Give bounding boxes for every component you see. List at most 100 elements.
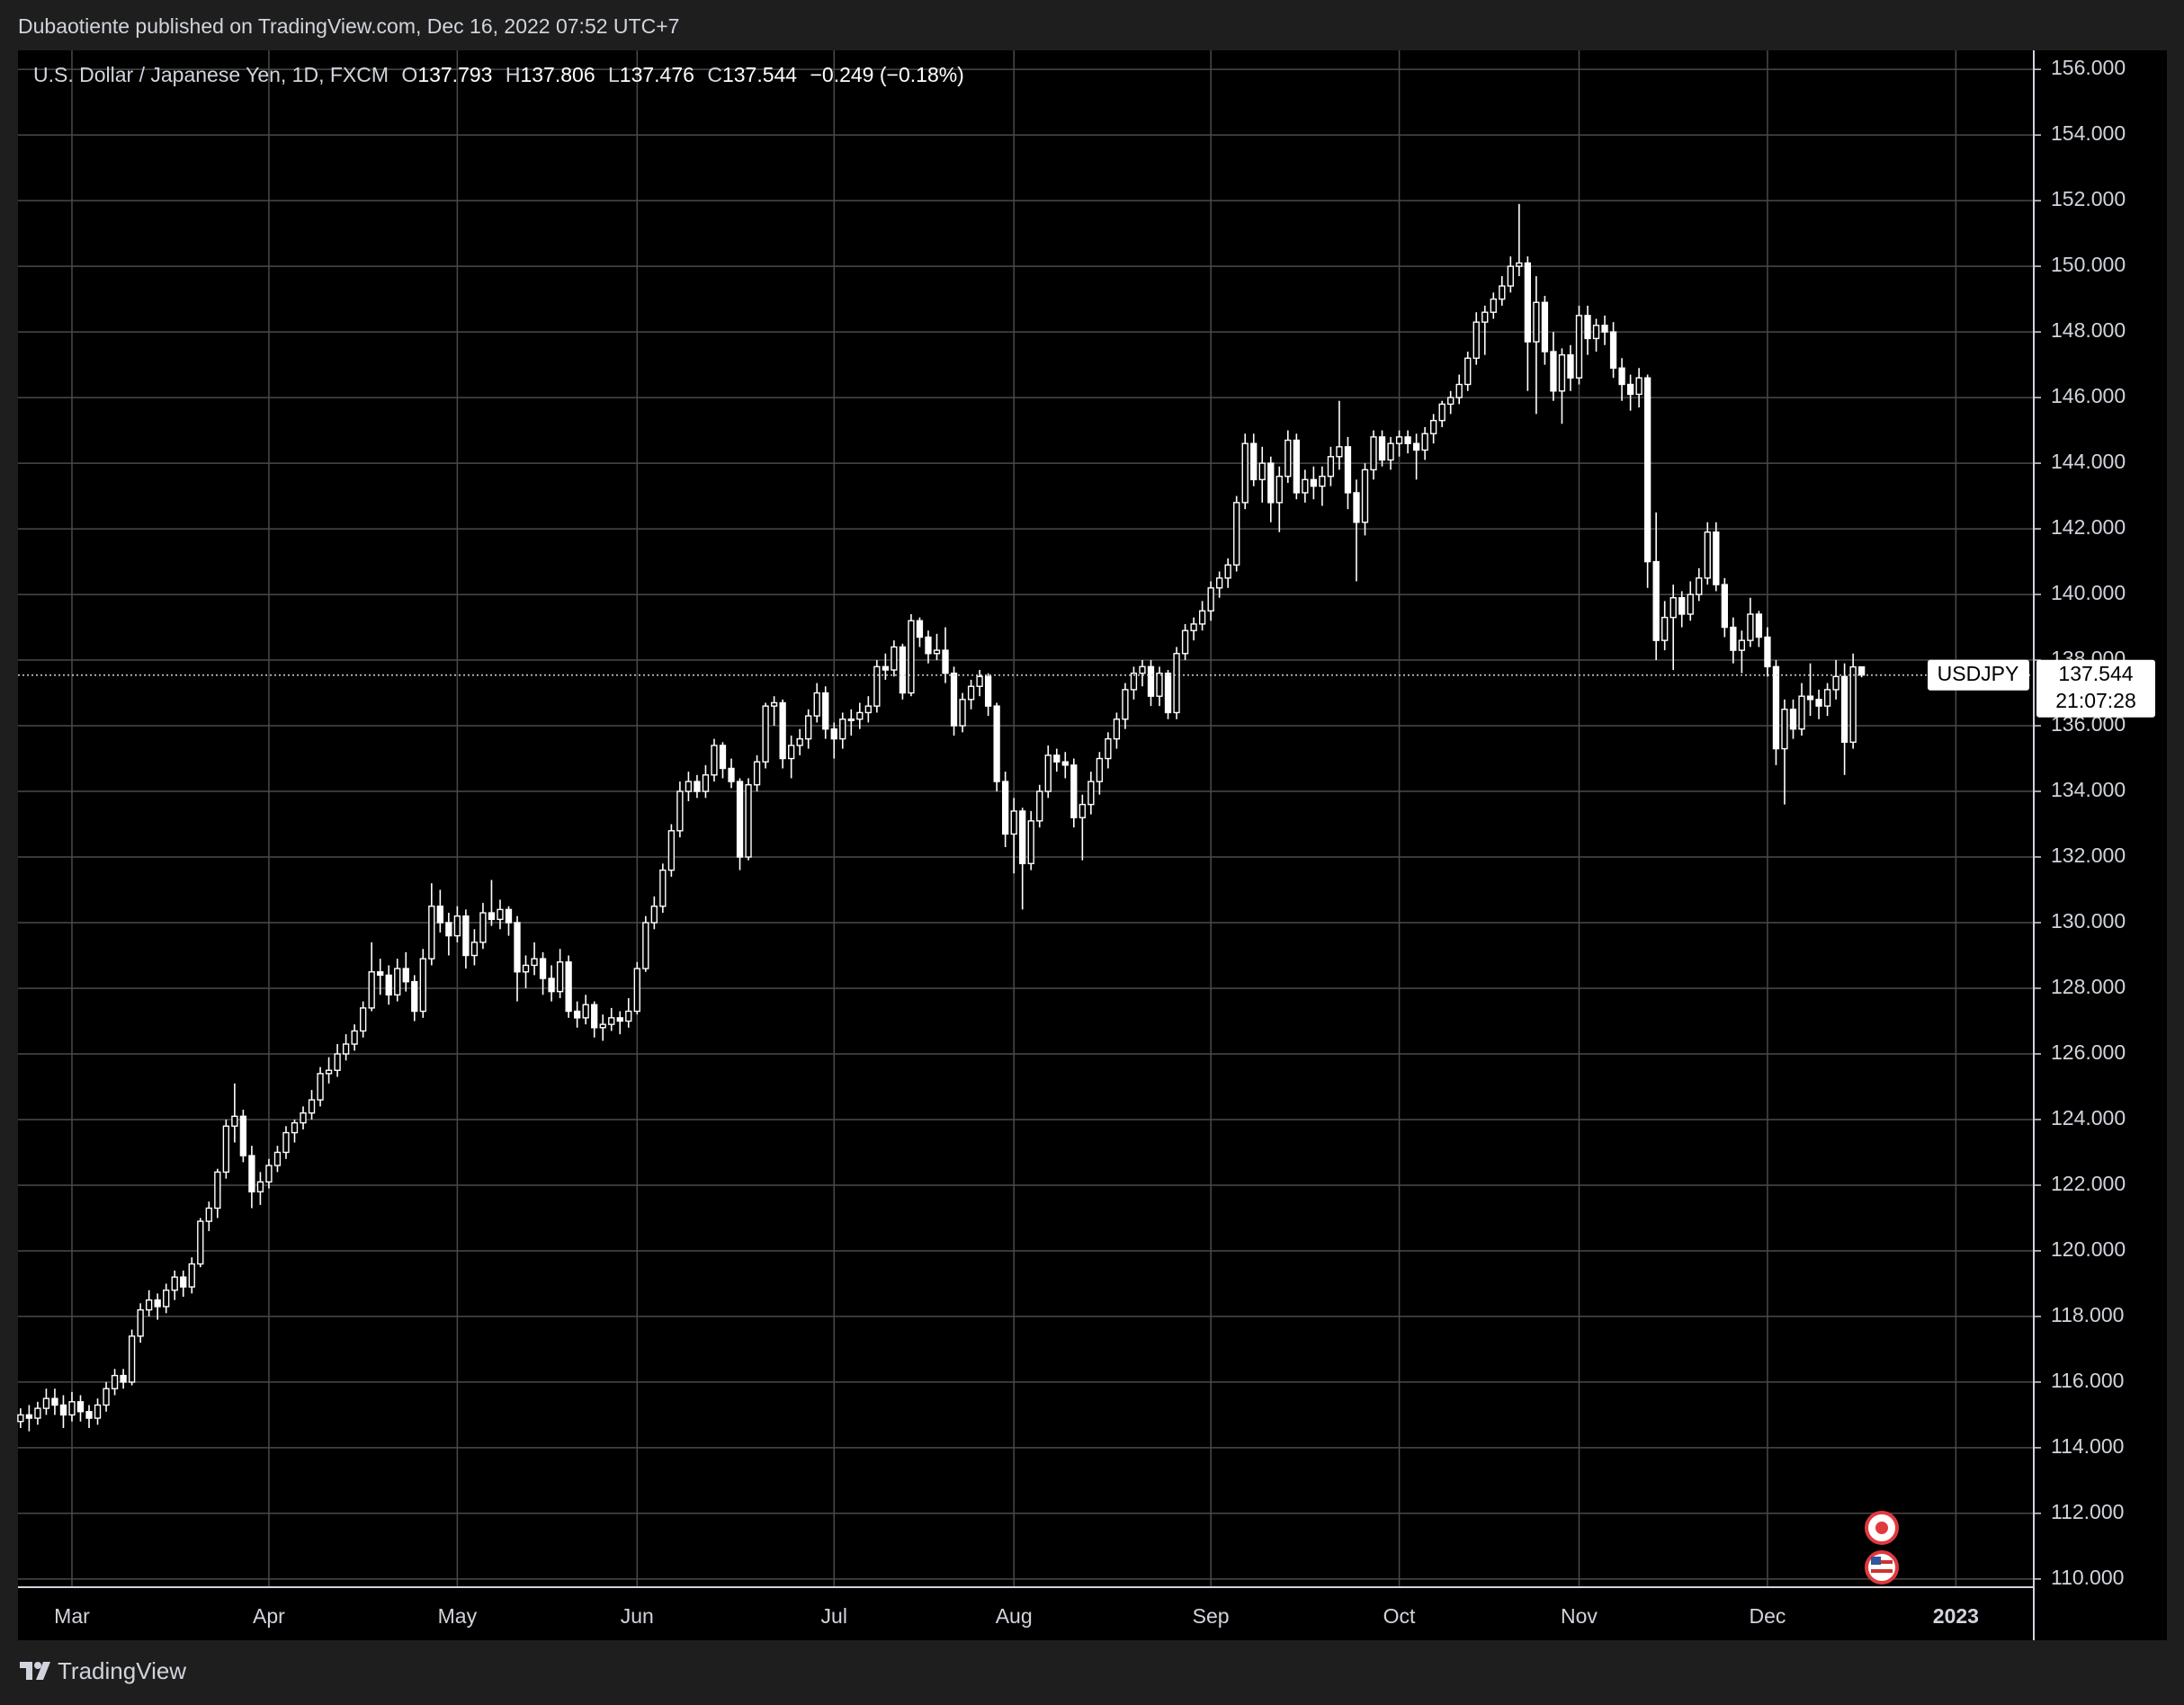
candle-body [582,1004,589,1019]
price-tag [2036,659,2155,718]
candle-body [239,1115,247,1156]
candle-body [308,1099,316,1114]
candle-body [1198,610,1206,625]
candle-body [1601,325,1608,333]
candle-body [1643,377,1651,563]
candle-body [1721,584,1728,629]
candle-body [864,705,872,714]
candle-body [745,784,752,858]
candle-body [1516,262,1523,267]
candle-body [1678,597,1686,615]
candle-body [1464,357,1472,386]
candle-body [1258,462,1266,481]
candle-body [1429,419,1437,434]
candle-body [1105,737,1112,760]
logo-part [20,1662,32,1680]
candle-body [830,728,837,740]
x-tick-label: Nov [1561,1604,1598,1628]
brand-logo [20,1662,50,1680]
high-value: 137.806 [520,63,595,86]
candle-body [702,774,710,792]
ohlc-label: H [506,63,521,86]
candle-body [1635,377,1642,396]
candle-body [1481,311,1489,323]
logo-part [36,1662,50,1680]
candle-body [1541,301,1549,353]
candle-body [17,1414,24,1423]
candle-body [394,968,401,995]
candle-body [111,1374,119,1389]
candle-body [1027,820,1034,865]
y-tick-label: 130.000 [2051,909,2126,933]
candle-body [1550,351,1557,392]
y-tick-label: 128.000 [2051,975,2126,998]
candle-body [1421,433,1428,451]
candle-body [1412,442,1420,451]
candle-body [1113,719,1121,740]
candle-body [1156,672,1163,697]
candle-body [1789,709,1797,730]
candle-body [1472,321,1480,360]
flag-canton [1871,1557,1881,1565]
candle-body [591,1004,598,1029]
candle-body [137,1308,144,1337]
x-tick-label: Jun [621,1604,654,1628]
candle-body [1319,475,1326,487]
candle-body [1567,353,1574,379]
y-tick-label: 126.000 [2051,1040,2126,1064]
candle-body [462,915,470,957]
candle-body [470,942,479,957]
candle-body [984,675,992,707]
y-tick-label: 118.000 [2051,1303,2124,1326]
candle-body [779,701,786,760]
candle-body [1164,672,1172,714]
candle-body [1696,577,1703,595]
ohlc-label: O [401,63,417,86]
candle-body [847,719,855,721]
y-tick-label: 112.000 [2051,1500,2124,1523]
event-icons [1865,1511,1899,1584]
candle-body [925,636,932,655]
candle-body [402,968,409,983]
candle-body [1533,301,1540,343]
candle-body [625,1010,632,1022]
candle-body [1002,781,1009,835]
candle-body [85,1411,93,1419]
candle-body [599,1023,606,1029]
candle-body [453,915,461,937]
candle-body [1250,442,1258,481]
candle-body [514,922,521,973]
candle-body [650,906,658,924]
candle-body [1738,639,1746,651]
y-tick-label: 120.000 [2051,1237,2126,1261]
candle-body [1344,446,1352,494]
candle-body [1755,613,1763,638]
candle-body [856,711,864,720]
candle-body [334,1053,341,1071]
candle-body [539,958,547,979]
candle-body [762,705,769,763]
candle-body [1584,315,1591,340]
candle-body [1353,492,1360,523]
candle-body [205,1207,212,1222]
candle-body [1190,623,1197,631]
candle-body [42,1397,50,1409]
y-tick-label: 140.000 [2051,581,2126,604]
candle-body [719,745,727,770]
candle-body [659,869,667,907]
candle-body [146,1299,153,1311]
candle-body [1772,665,1780,750]
candle-body [805,715,812,740]
candle-body [1036,790,1043,822]
candle-body [565,961,572,1013]
candle-body [1096,757,1104,782]
candle-body [1823,689,1831,707]
candle-body [342,1043,350,1055]
brand-name[interactable]: TradingView [58,1657,186,1684]
candle-body [1764,636,1771,668]
candle-body [1336,446,1343,458]
candle-body [1224,564,1231,579]
candle-body [1832,675,1839,691]
candle-body [976,675,983,687]
